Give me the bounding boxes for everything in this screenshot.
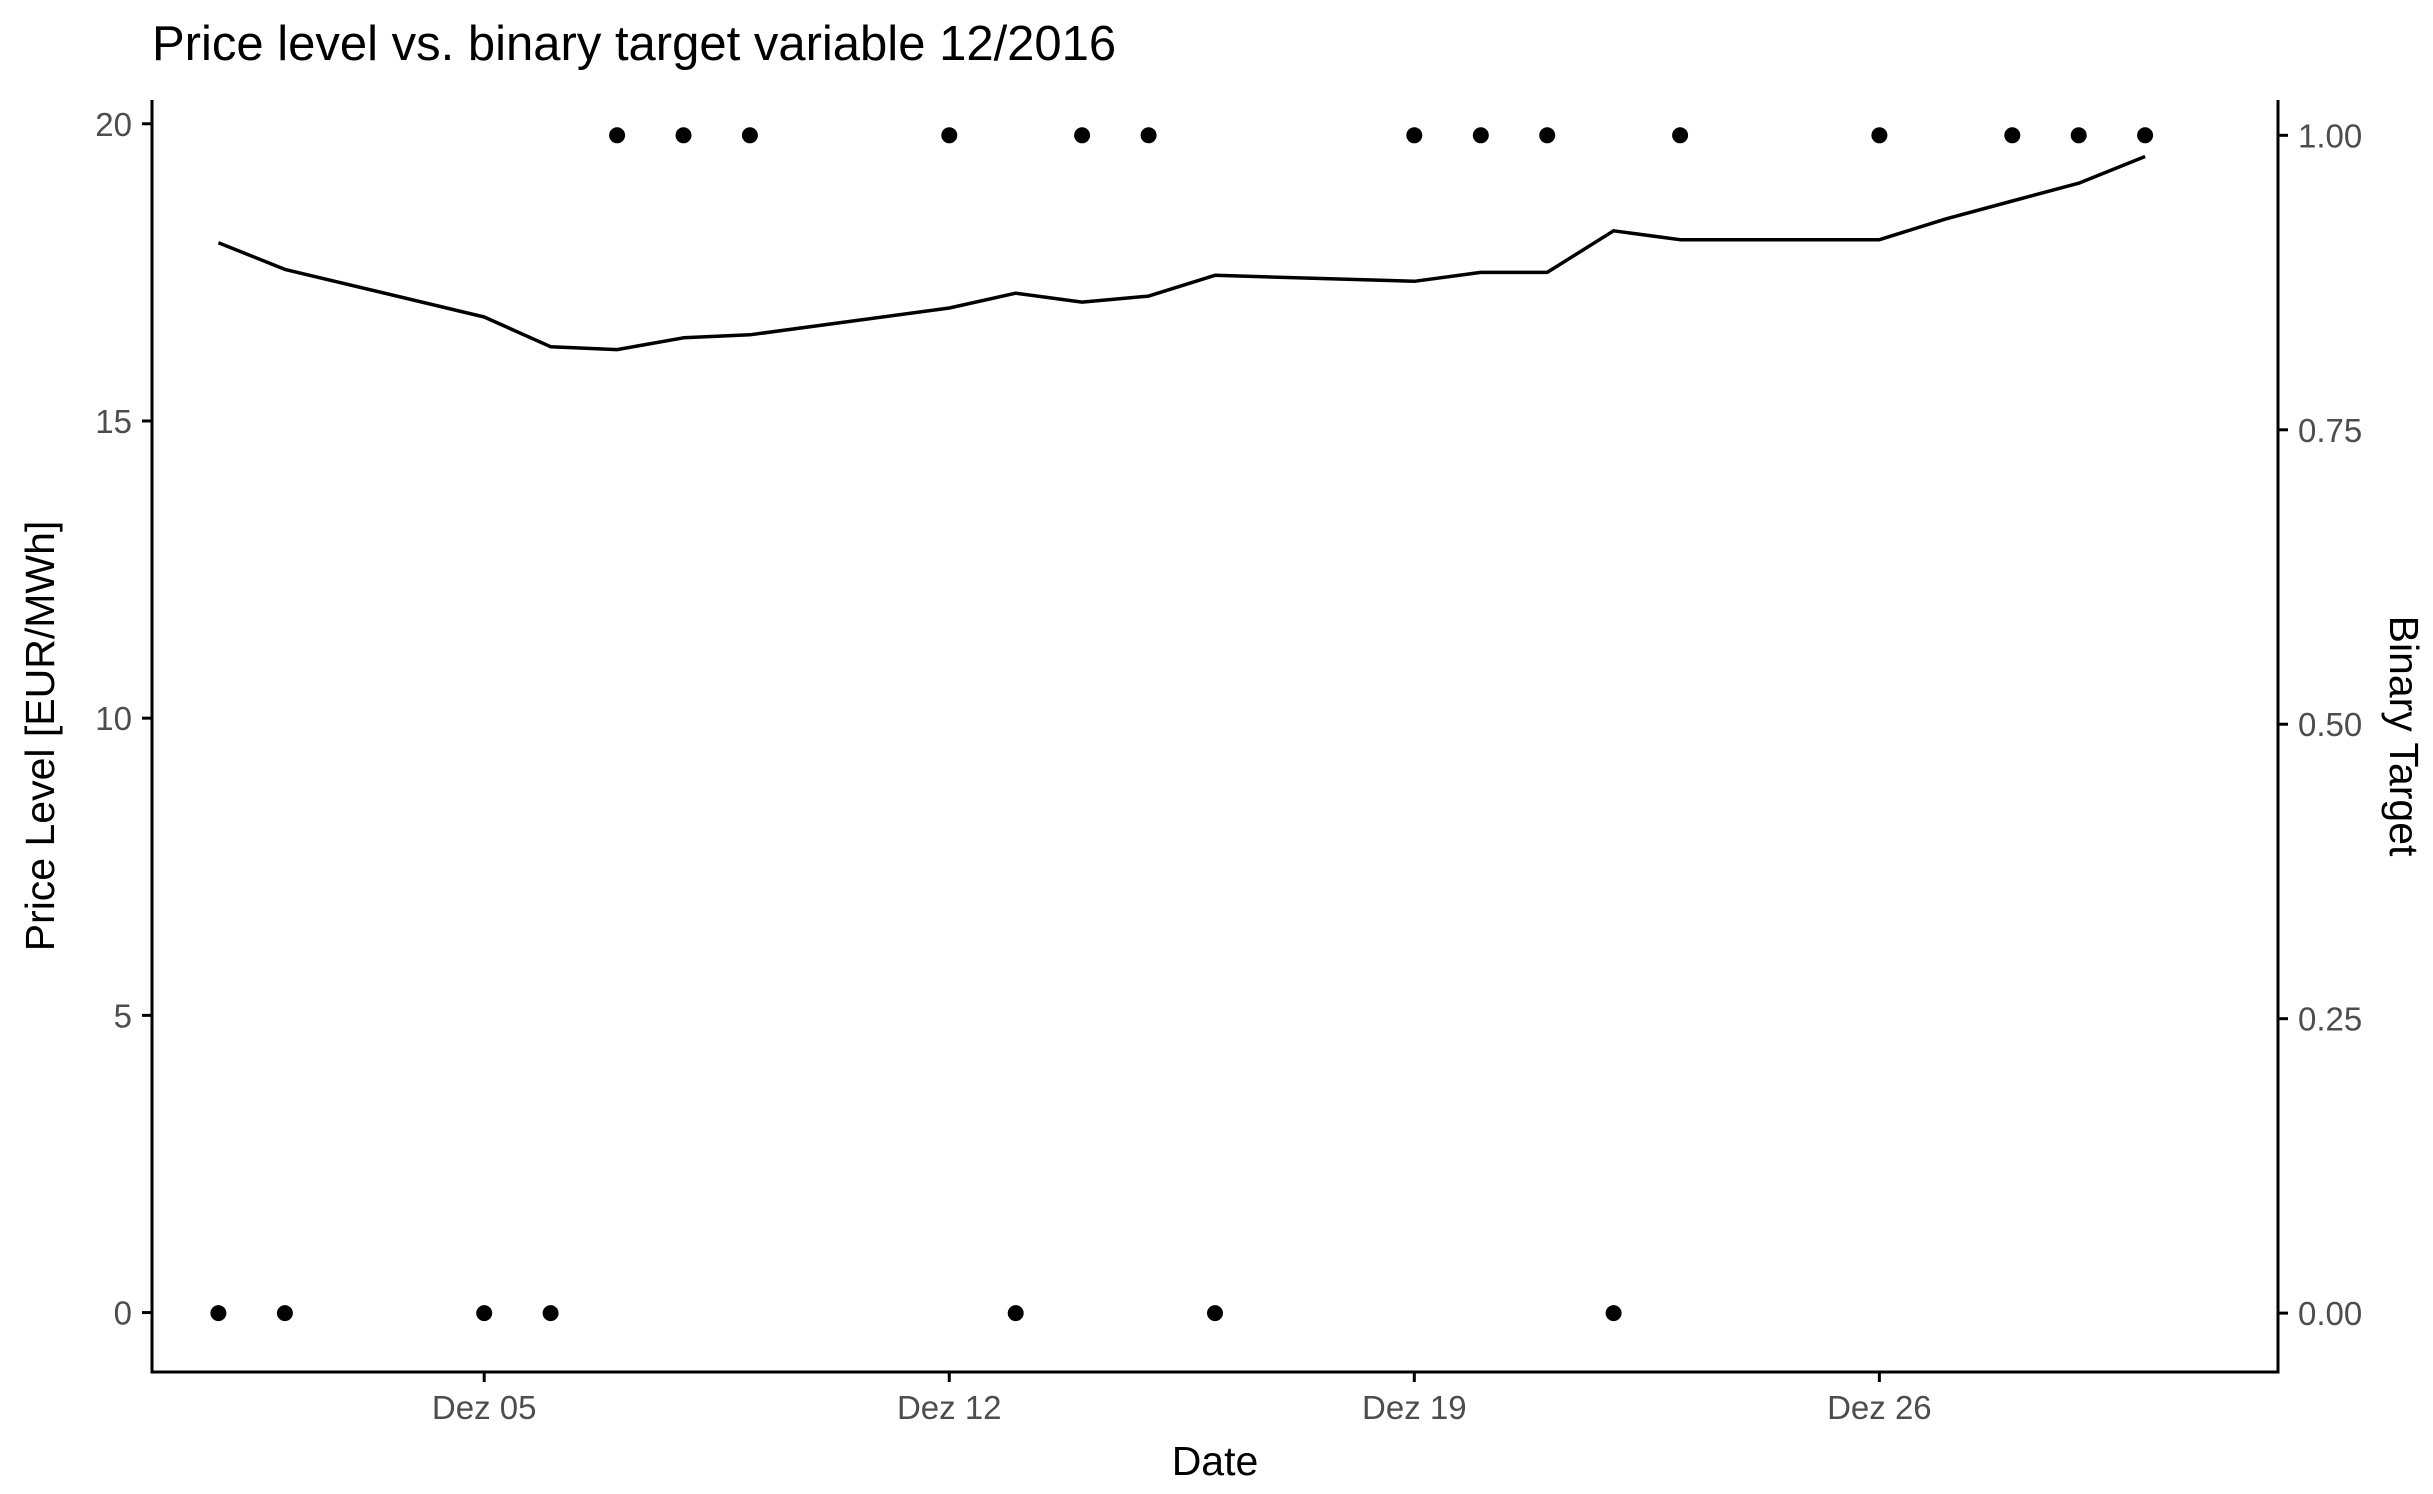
x-axis-title: Date xyxy=(1172,1438,1259,1484)
binary-target-point xyxy=(1605,1305,1622,1322)
y-tick-label: 0 xyxy=(114,1295,132,1332)
y2-tick-label: 1.00 xyxy=(2298,117,2362,154)
binary-target-point xyxy=(2070,127,2087,144)
binary-target-point xyxy=(1539,127,1556,144)
y-tick-label: 15 xyxy=(95,403,132,440)
binary-target-point xyxy=(542,1305,559,1322)
binary-target-point xyxy=(675,127,692,144)
binary-target-point xyxy=(941,127,958,144)
binary-target-point xyxy=(1207,1305,1223,1322)
binary-target-point xyxy=(1472,127,1489,144)
y-axis-right-ticks: 0.00 0.25 0.50 0.75 1.00 xyxy=(2278,117,2362,1332)
binary-target-point xyxy=(1871,127,1888,144)
y-axis-right-title: Binary Target xyxy=(2381,616,2427,857)
binary-target-point xyxy=(1406,127,1423,144)
x-tick-label: Dez 12 xyxy=(897,1389,1002,1426)
y-tick-label: 20 xyxy=(95,106,132,143)
binary-target-point xyxy=(276,1305,293,1322)
binary-target-point xyxy=(2137,127,2154,144)
binary-target-point xyxy=(741,127,758,144)
y2-tick-label: 0.50 xyxy=(2298,706,2362,743)
y-tick-label: 10 xyxy=(95,700,132,737)
binary-target-point xyxy=(1140,127,1157,144)
binary-target-point xyxy=(1074,127,1091,144)
chart-title: Price level vs. binary target variable 1… xyxy=(152,17,1116,71)
y-axis-left-title: Price Level [EUR/MWh] xyxy=(17,521,63,952)
x-axis-ticks: Dez 05 Dez 12 Dez 19 Dez 26 xyxy=(432,1372,1932,1426)
x-tick-label: Dez 26 xyxy=(1827,1389,1932,1426)
binary-target-point xyxy=(1672,127,1689,144)
binary-target-point xyxy=(609,127,626,144)
y2-tick-label: 0.25 xyxy=(2298,1001,2362,1038)
y-axis-left-ticks: 0 5 10 15 20 xyxy=(95,106,152,1332)
y2-tick-label: 0.75 xyxy=(2298,412,2362,449)
binary-target-points xyxy=(210,127,2154,1322)
binary-target-point xyxy=(1007,1305,1024,1322)
x-tick-label: Dez 05 xyxy=(432,1389,537,1426)
y-tick-label: 5 xyxy=(114,997,132,1034)
binary-target-point xyxy=(210,1305,227,1322)
binary-target-point xyxy=(2004,127,2021,144)
binary-target-point xyxy=(476,1305,493,1322)
y2-tick-label: 0.00 xyxy=(2298,1295,2362,1332)
x-tick-label: Dez 19 xyxy=(1362,1389,1467,1426)
price-level-line xyxy=(217,154,2146,352)
